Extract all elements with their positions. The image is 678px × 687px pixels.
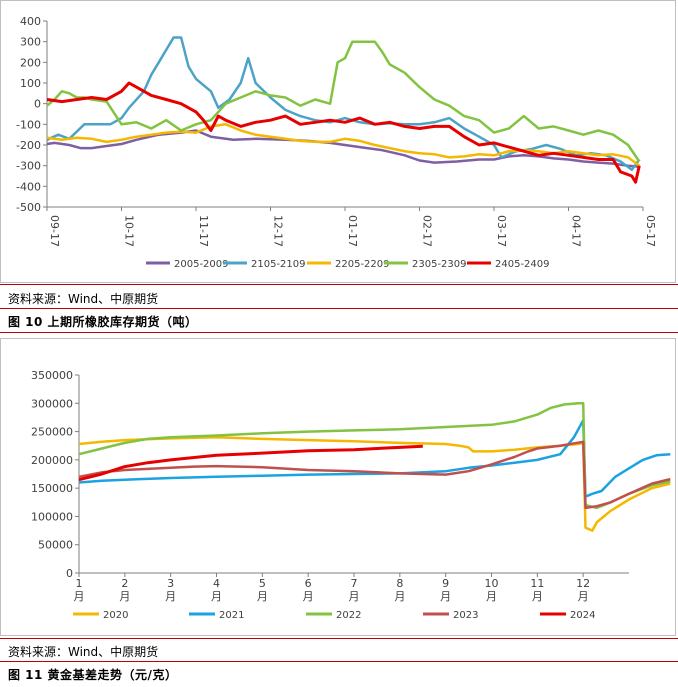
legend-item-2022: 2022 [306,610,361,621]
x-tick-label: 10-17 [123,215,136,247]
legend-item-2023: 2023 [423,610,478,621]
legend-item-2021: 2021 [189,610,244,621]
x-tick-label: 09-17 [48,215,61,247]
chart-panel-gold: 350000 300000 250000 200000 150000 100000 5000… [0,338,676,636]
legend-label: 2105-2109 [251,259,306,270]
divider-bottom-caption-2 [0,661,678,662]
legend-item-2020: 2020 [73,610,128,621]
legend-item-2305-2309: 2305-2309 [384,259,467,270]
divider-top-caption [0,308,678,309]
series-line-2105-2109 [46,36,641,172]
legend-label: 2005-2009 [174,259,229,270]
divider-bottom-caption [0,332,678,333]
legend-item-2105-2109: 2105-2109 [223,259,306,270]
x-tick-label: 03-17 [495,215,508,247]
x-tick-label: 04-17 [570,215,583,247]
legend-label: 2205-2209 [335,259,390,270]
y-tick-label: -200 [16,139,41,152]
series-line-2005-2009 [46,129,640,168]
chart-panel-rubber: 400 300 200 100 0 -100 -200 -300 -400 -500 09-17 10… [0,0,676,283]
legend-label: 2405-2409 [495,259,550,270]
chart-gold-basis: 350000 300000 250000 200000 150000 100000 5000… [31,369,671,621]
figure-caption-10: 图 10 上期所橡胶库存期货（吨） [8,315,198,329]
x-tick-label: 12-17 [272,215,285,247]
y-tick-label: 100000 [31,510,73,523]
y-tick-label: 350000 [31,369,73,382]
series-line-2305-2309 [46,40,641,163]
source-note-bottom: 资料来源：Wind、中原期货 [8,645,159,659]
x-tick-label: 02-17 [421,215,434,247]
legend-item-2205-2209: 2205-2209 [307,259,390,270]
x-tick-label: 11-17 [197,215,210,247]
x-tick-label: 12 月 [576,577,590,603]
legend-label: 2021 [219,610,244,621]
series-line-2023 [78,440,671,510]
y-tick-label: -300 [16,160,41,173]
series-line-2022 [78,402,671,510]
chart-rubber-spread: 400 300 200 100 0 -100 -200 -300 -400 -500 09-17 10… [16,15,657,270]
source-note-top: 资料来源：Wind、中原期货 [8,292,159,306]
y-tick-label: 200000 [31,454,73,467]
y-tick-label: 50000 [38,539,73,552]
legend-label: 2024 [570,610,595,621]
figure-caption-11: 图 11 黄金基差走势（元/克） [8,668,178,682]
y-tick-label: 400 [20,15,41,28]
x-tick-label: 11 月 [530,577,544,603]
legend-label: 2023 [453,610,478,621]
y-tick-label: 300000 [31,397,73,410]
legend-label: 2022 [336,610,361,621]
y-tick-label: -100 [16,118,41,131]
series-line-2021 [78,419,671,498]
legend-item-2005-2009: 2005-2009 [146,259,229,270]
y-tick-label: 200 [20,56,41,69]
y-tick-label: 250000 [31,426,73,439]
legend-label: 2305-2309 [412,259,467,270]
divider-bottom-source [0,638,678,639]
y-tick-label: 0 [66,567,73,580]
series-line-2024 [78,444,423,482]
y-tick-label: 300 [20,36,41,49]
series-line-2020 [78,435,671,532]
x-tick-label: 01-17 [346,215,359,247]
y-tick-label: 100 [20,77,41,90]
y-tick-label: 150000 [31,482,73,495]
y-tick-label: 0 [34,98,41,111]
divider-top-source [0,284,678,285]
series-line-2205-2209 [46,123,641,167]
y-tick-label: -400 [16,180,41,193]
y-tick-label: -500 [16,201,41,214]
legend-label: 2020 [103,610,128,621]
legend-item-2405-2409: 2405-2409 [467,259,550,270]
legend-item-2024: 2024 [540,610,595,621]
x-tick-label: 05-17 [644,215,657,247]
x-tick-label: 10 月 [485,577,499,603]
series-line-2405-2409 [46,81,641,184]
